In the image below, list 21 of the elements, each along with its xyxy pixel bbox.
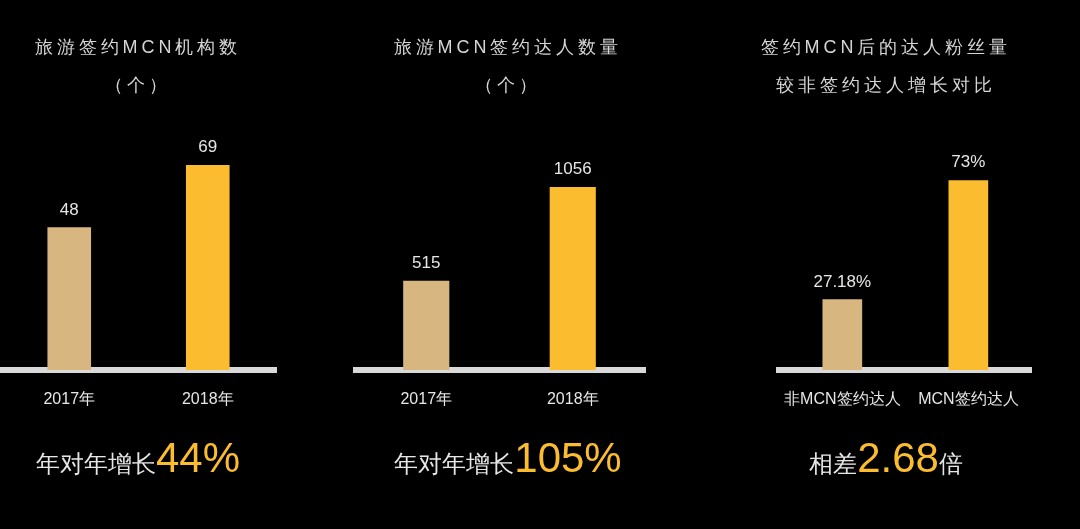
x-tick-label: 2017年 — [43, 390, 96, 408]
data-label: 515 — [412, 252, 441, 272]
x-tick-label: MCN签约达人 — [918, 390, 1019, 408]
data-label: 73% — [951, 152, 986, 172]
x-tick-label: 2018年 — [546, 390, 599, 408]
chart-title: 旅游签约MCN机构数 — [34, 36, 242, 59]
text: 相差2.68倍 — [809, 434, 963, 481]
data-label: 1056 — [553, 159, 592, 179]
x-tick-label: 非MCN签约达人 — [784, 390, 901, 408]
chart-title: 签约MCN后的达人粉丝量 — [760, 36, 1012, 59]
chart-subtitle: （个） — [105, 74, 171, 97]
text: 年对年增长44% — [35, 434, 241, 481]
x-tick-label: 2018年 — [181, 390, 234, 408]
data-label: 69 — [198, 137, 218, 157]
chart-subtitle: （个） — [475, 74, 541, 97]
data-label: 48 — [59, 199, 79, 219]
chart-subtitle: 较非签约达人增长对比 — [776, 74, 996, 97]
chart-title: 旅游MCN签约达人数量 — [393, 36, 623, 59]
data-label: 27.18% — [813, 271, 872, 291]
x-tick-label: 2017年 — [400, 390, 453, 408]
text: 年对年增长105% — [394, 434, 622, 481]
